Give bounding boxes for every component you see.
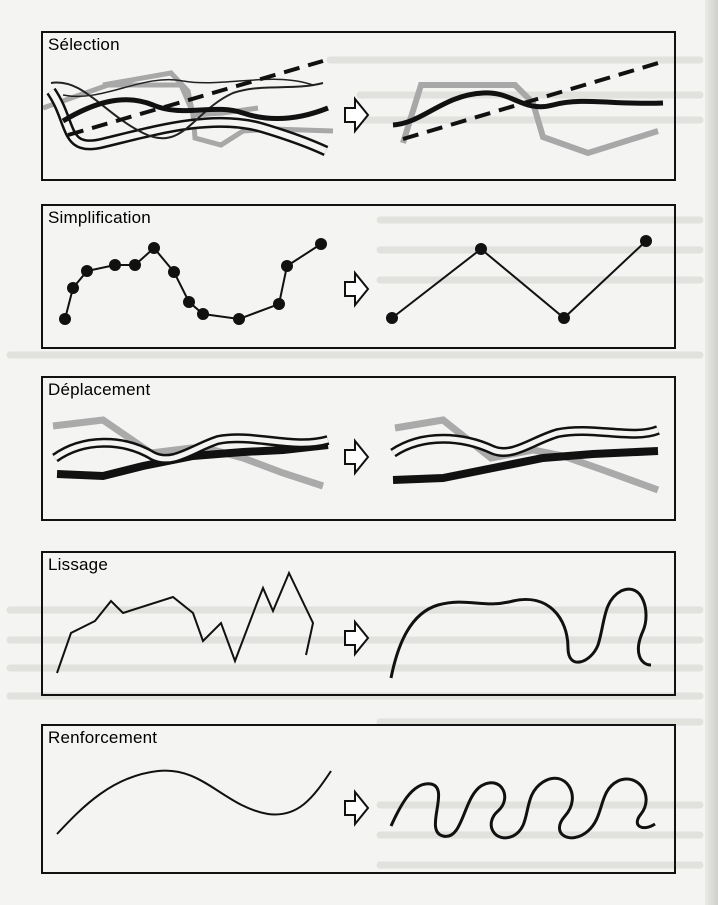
panel-title-simplification: Simplification: [48, 208, 151, 227]
thick-black-road: [61, 97, 329, 124]
right-arrow-icon: [344, 96, 370, 134]
thin-line: [62, 78, 314, 98]
page-edge-shadow: [705, 0, 718, 905]
panel-title-displacement: Déplacement: [48, 380, 151, 399]
dashed-line: [67, 59, 324, 137]
simplified-vertex-points: [386, 235, 652, 324]
double-line-river: [53, 435, 329, 462]
selection-panel: Sélection: [41, 31, 676, 181]
smoothing-illustration: [56, 570, 652, 679]
simplification-panel: Simplification: [41, 204, 676, 349]
right-arrow-icon: [344, 619, 370, 657]
right-arrow-icon: [344, 438, 370, 476]
thick-black-road: [392, 90, 664, 128]
displacement-illustration: [52, 416, 660, 494]
thin-line: [50, 81, 324, 140]
enhancement-panel: Renforcement: [41, 724, 676, 874]
selection-illustration: [43, 59, 666, 157]
jagged-line: [56, 570, 315, 674]
thick-black-road: [392, 447, 659, 484]
double-line-river: [391, 427, 659, 456]
displacement-panel: Déplacement: [41, 376, 676, 521]
grey-boundary-line: [394, 416, 660, 494]
dashed-line: [402, 59, 666, 141]
panel-title-enhancement: Renforcement: [48, 728, 158, 747]
vertex-points: [59, 238, 327, 325]
grey-boundary-line: [400, 82, 659, 157]
smoothing-panel: Lissage: [41, 551, 676, 696]
right-arrow-icon: [344, 789, 370, 827]
enhancement-illustration: [56, 769, 656, 840]
panel-title-selection: Sélection: [48, 35, 120, 54]
exaggerated-curve: [389, 776, 656, 840]
simple-curve: [56, 769, 332, 835]
panel-title-smoothing: Lissage: [48, 555, 108, 574]
simplified-polyline: [391, 240, 647, 320]
simplification-illustration: [59, 235, 652, 325]
smoothed-line: [389, 587, 652, 679]
right-arrow-icon: [344, 270, 370, 308]
